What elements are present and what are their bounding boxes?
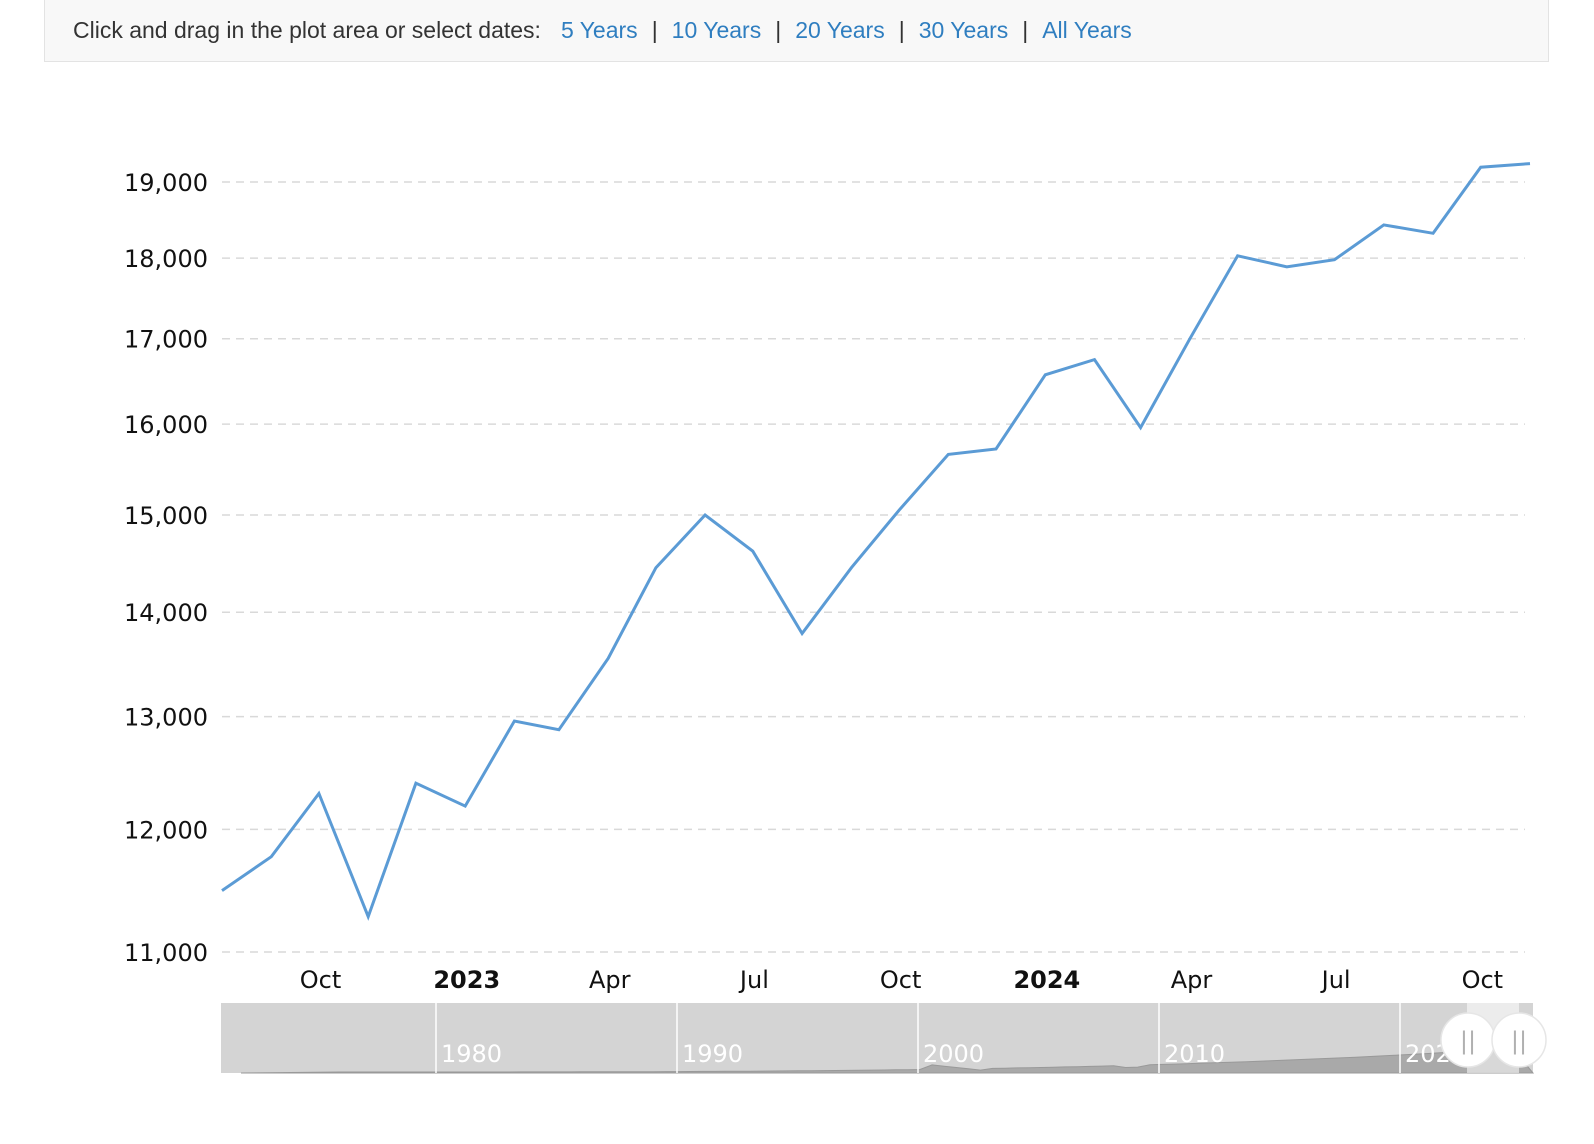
- x-tick-label: Apr: [1171, 966, 1213, 994]
- x-tick-label: Jul: [1320, 966, 1351, 994]
- navigator-area: [240, 1047, 1535, 1074]
- navigator-series: [240, 1047, 1535, 1074]
- y-tick-label: 15,000: [124, 502, 208, 530]
- navigator-year-label: 1990: [682, 1040, 743, 1068]
- range-5-years-link[interactable]: 5 Years: [560, 17, 638, 43]
- x-tick-label: Oct: [1462, 966, 1504, 994]
- x-tick-label: 2024: [1013, 966, 1080, 994]
- range-10-years-link[interactable]: 10 Years: [671, 17, 762, 43]
- y-tick-label: 14,000: [124, 599, 208, 627]
- y-axis-labels: 11,000 12,000 13,000 14,000 15,000 16,000 17,0…: [124, 169, 208, 967]
- right-handle-circle[interactable]: [1491, 1012, 1547, 1068]
- grid-lines: [222, 181, 1525, 953]
- x-tick-label: 2023: [433, 966, 500, 994]
- y-tick-label: 12,000: [124, 816, 208, 844]
- navigator-right-handle[interactable]: ||: [1491, 1012, 1547, 1068]
- y-tick-label: 18,000: [124, 245, 208, 273]
- range-separator: |: [898, 17, 905, 43]
- y-tick-label: 19,000: [124, 169, 208, 197]
- y-tick-label: 13,000: [124, 704, 208, 732]
- x-tick-label: Oct: [880, 966, 922, 994]
- navigator-year-label: 2010: [1164, 1040, 1225, 1068]
- x-tick-label: Oct: [300, 966, 342, 994]
- x-tick-label: Apr: [589, 966, 631, 994]
- range-separator: |: [651, 17, 658, 43]
- y-tick-label: 17,000: [124, 326, 208, 354]
- range-separator: |: [1022, 17, 1029, 43]
- navigator-left-handle[interactable]: ||: [1440, 1012, 1496, 1068]
- y-tick-label: 11,000: [124, 939, 208, 967]
- range-separator: |: [775, 17, 782, 43]
- x-tick-label: Jul: [738, 966, 769, 994]
- navigator-year-label: 2000: [923, 1040, 984, 1068]
- navigator[interactable]: 1980 1990 2000 2010 2020 || ||: [221, 1003, 1547, 1074]
- right-handle-grip-icon: ||: [1511, 1027, 1527, 1055]
- series-line[interactable]: [221, 162, 1531, 921]
- range-all-years-link[interactable]: All Years: [1042, 17, 1132, 43]
- x-axis-labels: Oct 2023 Apr Jul Oct 2024 Apr Jul Oct: [300, 966, 1503, 994]
- range-20-years-link[interactable]: 20 Years: [795, 17, 885, 43]
- range-30-years-link[interactable]: 30 Years: [918, 17, 1009, 43]
- range-selector-bar: Click and drag in the plot area or selec…: [44, 0, 1549, 62]
- navigator-year-label: 1980: [441, 1040, 502, 1068]
- y-tick-label: 16,000: [124, 411, 208, 439]
- range-selector-prompt: Click and drag in the plot area or selec…: [73, 17, 541, 43]
- series-layer[interactable]: [221, 162, 1531, 921]
- left-handle-grip-icon: ||: [1460, 1027, 1476, 1055]
